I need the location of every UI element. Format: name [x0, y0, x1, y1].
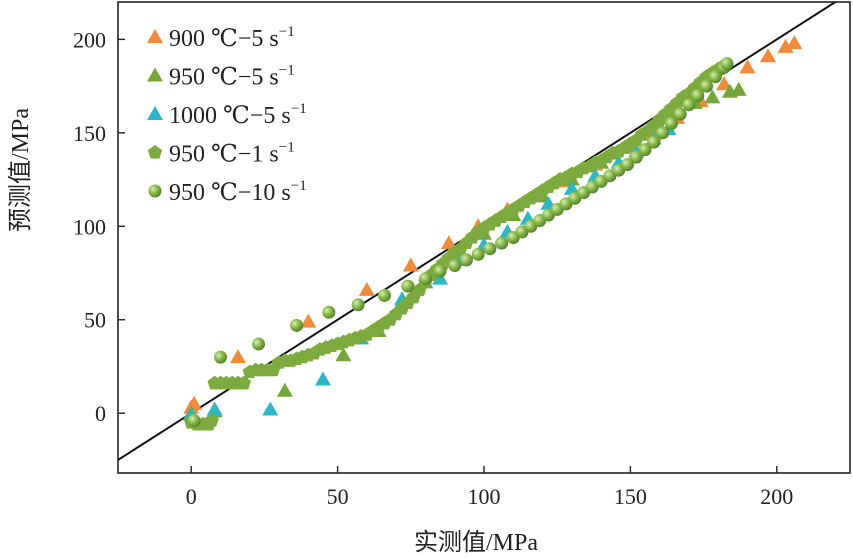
data-point	[777, 38, 794, 53]
data-point	[682, 98, 696, 112]
data-point	[620, 158, 634, 172]
x-tick-label: 0	[186, 484, 197, 509]
data-point	[351, 298, 365, 312]
data-point	[440, 235, 457, 250]
legend-label-main: 900 ℃−5 s	[169, 26, 279, 52]
data-point	[720, 57, 734, 71]
x-tick-label: 50	[327, 484, 349, 509]
y-tick-label: 150	[73, 121, 106, 146]
data-point	[760, 48, 777, 63]
data-point	[252, 337, 266, 351]
data-point	[459, 253, 473, 267]
data-point	[230, 349, 247, 364]
series-layer	[183, 35, 803, 431]
data-point	[448, 259, 462, 273]
legend-label-main: 950 ℃−10 s	[169, 180, 291, 206]
legend-label-sup: −1	[279, 63, 295, 79]
data-point	[236, 375, 252, 390]
legend-label: 950 ℃−1 s−1	[169, 140, 295, 168]
axis-layer: 0 50 100 150 200 0 50 100 150 200	[73, 27, 793, 509]
x-tick-label: 150	[614, 484, 647, 509]
data-point	[471, 247, 485, 261]
legend-label: 1000 ℃−5 s−1	[169, 101, 307, 129]
data-point	[213, 350, 227, 364]
y-axis-title: 预测值/MPa	[7, 108, 34, 232]
data-point	[314, 371, 331, 386]
legend-label: 900 ℃−5 s−1	[169, 24, 295, 52]
legend-label-main: 950 ℃−5 s	[169, 65, 279, 91]
data-point	[187, 414, 201, 428]
legend-item: 950 ℃−1 s−1	[147, 140, 295, 168]
legend-label-sup: −1	[279, 140, 295, 156]
data-point	[204, 413, 219, 427]
data-point	[656, 126, 670, 140]
data-point	[358, 281, 375, 296]
data-point	[700, 79, 714, 93]
data-point	[638, 143, 652, 157]
data-point	[377, 288, 391, 302]
data-point	[335, 347, 352, 362]
data-point	[206, 401, 223, 416]
data-point	[673, 107, 687, 121]
legend-marker	[147, 29, 163, 43]
legend-marker	[148, 184, 162, 198]
data-point	[290, 318, 304, 332]
legend-label: 950 ℃−5 s−1	[169, 63, 295, 91]
series-4	[187, 57, 734, 428]
y-tick-label: 100	[73, 214, 106, 239]
data-point	[704, 89, 721, 104]
data-point	[730, 81, 747, 96]
data-point	[647, 135, 661, 149]
y-tick-label: 50	[84, 308, 106, 333]
data-point	[629, 150, 643, 164]
legend-label-sup: −1	[291, 178, 307, 194]
legend-item: 1000 ℃−5 s−1	[147, 101, 307, 129]
data-point	[300, 313, 317, 328]
legend-marker	[147, 67, 163, 82]
legend-marker	[147, 106, 163, 120]
data-point	[322, 305, 336, 319]
data-point	[262, 401, 279, 416]
legend-label-main: 1000 ℃−5 s	[169, 103, 291, 129]
data-point	[433, 264, 447, 278]
legend-label: 950 ℃−10 s−1	[169, 178, 307, 206]
data-point	[495, 236, 509, 250]
data-point	[664, 116, 678, 130]
x-tick-label: 200	[760, 484, 793, 509]
data-point	[691, 88, 705, 102]
legend-item: 900 ℃−5 s−1	[147, 24, 295, 52]
data-point	[716, 76, 733, 91]
legend-label-sup: −1	[279, 24, 295, 40]
legend-marker	[147, 145, 163, 159]
data-point	[276, 382, 293, 397]
legend-item: 950 ℃−5 s−1	[147, 63, 295, 91]
data-point	[418, 272, 432, 286]
data-point	[186, 395, 203, 410]
legend-item: 950 ℃−10 s−1	[148, 178, 307, 206]
data-point	[401, 279, 415, 293]
x-axis-title: 实测值/MPa	[414, 529, 538, 556]
legend-label-main: 950 ℃−1 s	[169, 142, 279, 168]
data-point	[483, 242, 497, 256]
data-point	[739, 59, 756, 74]
data-point	[402, 257, 419, 272]
data-point	[563, 180, 580, 195]
data-point	[708, 70, 722, 84]
y-tick-label: 200	[73, 27, 106, 52]
legend-label-sup: −1	[291, 101, 307, 117]
x-tick-label: 100	[468, 484, 501, 509]
data-point	[786, 35, 803, 50]
y-tick-label: 0	[95, 401, 106, 426]
